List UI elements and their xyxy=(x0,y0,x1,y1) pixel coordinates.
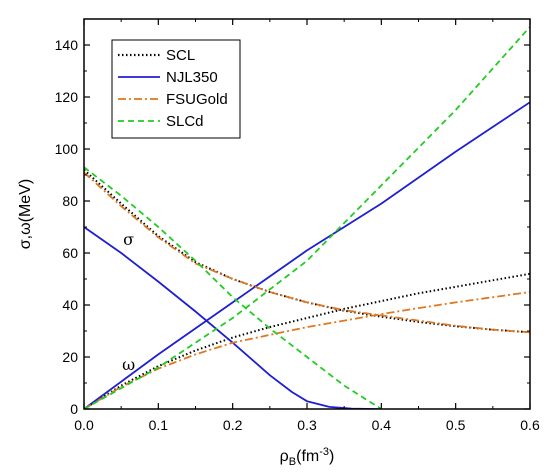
series-line-scl-omega xyxy=(84,272,530,409)
y-tick-label: 100 xyxy=(55,141,79,157)
series-line-fsugold-sigma xyxy=(84,171,530,334)
legend: SCL NJL350 FSUGold SLCd xyxy=(111,39,241,139)
x-tick-label: 0.5 xyxy=(446,417,466,433)
x-axis-title-unit-close: ) xyxy=(329,448,334,465)
y-tick-label: 40 xyxy=(62,297,78,313)
x-axis-title-unit-exp: -3 xyxy=(319,446,329,458)
series-line-slcd-omega xyxy=(84,26,530,409)
series-line-njl350-omega xyxy=(84,101,530,409)
legend-label-scl: SCL xyxy=(166,47,195,64)
x-axis-title-sub: B xyxy=(289,456,296,468)
annotation-label: ω xyxy=(122,355,135,374)
legend-label-slcd: SLCd xyxy=(166,113,204,130)
annotation-label: σ xyxy=(123,230,134,249)
x-axis-title: ρB(fm-3) xyxy=(280,446,335,468)
tick-layer: 0.0 0.1 0.2 0.3 0.4 0.5 0.6 0 20 40 60 80 100 120 140 xyxy=(55,19,540,433)
x-tick-label: 0.6 xyxy=(520,417,540,433)
y-tick-label: 140 xyxy=(55,37,79,53)
legend-label-njl350: NJL350 xyxy=(166,69,218,86)
annotation-layer: σω xyxy=(122,230,135,374)
x-axis-title-unit: (fm xyxy=(296,448,319,465)
x-tick-label: 0.4 xyxy=(372,417,392,433)
y-tick-label: 0 xyxy=(70,401,78,417)
series-layer xyxy=(84,26,530,409)
y-tick-label: 60 xyxy=(62,245,78,261)
x-axis-title-main: ρ xyxy=(280,448,289,465)
x-tick-label: 0.3 xyxy=(297,417,317,433)
x-tick-label: 0.0 xyxy=(74,417,94,433)
series-line-slcd-sigma xyxy=(84,166,382,409)
x-tick-label: 0.2 xyxy=(223,417,243,433)
legend-label-fsugold: FSUGold xyxy=(166,91,228,108)
y-tick-label: 120 xyxy=(55,89,79,105)
series-line-fsugold-omega xyxy=(84,291,530,409)
y-axis-title: σ,ω(MeV) xyxy=(17,179,34,249)
y-tick-label: 80 xyxy=(62,193,78,209)
x-tick-label: 0.1 xyxy=(149,417,169,433)
y-tick-label: 20 xyxy=(62,349,78,365)
